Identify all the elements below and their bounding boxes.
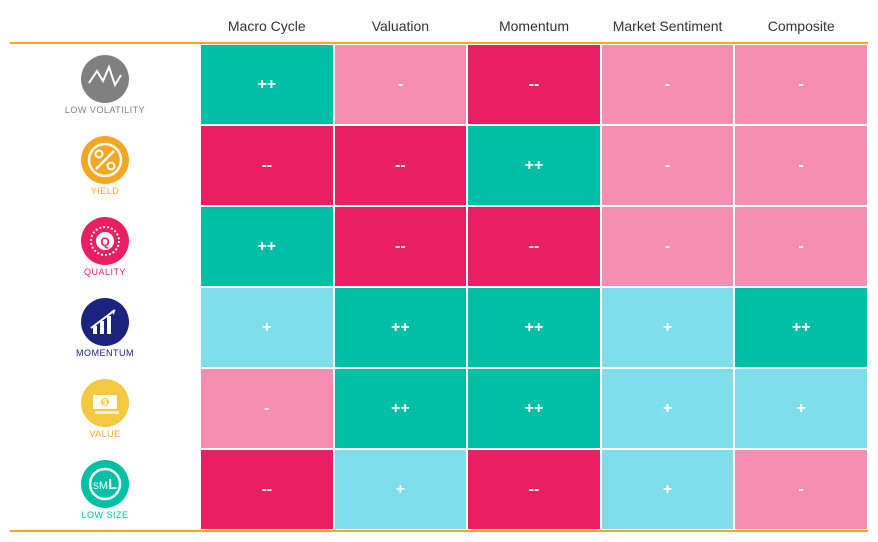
quality-icon: Q: [81, 217, 129, 265]
row-header-quality: Q QUALITY: [10, 206, 200, 287]
column-headers: Macro Cycle Valuation Momentum Market Se…: [10, 10, 868, 42]
row-header-yield: YIELD: [10, 125, 200, 206]
svg-text:Q: Q: [100, 235, 109, 249]
heatmap-cell: +: [200, 287, 334, 368]
heatmap-body: LOW VOLATILITY++-----YIELD----++--QQUALI…: [10, 42, 868, 532]
col-header-composite: Composite: [734, 10, 868, 42]
row-label: YIELD: [91, 186, 120, 196]
heatmap-cell: -: [601, 125, 735, 206]
row-label: QUALITY: [84, 267, 126, 277]
heatmap-cell: ++: [734, 287, 868, 368]
heatmap-cell: --: [334, 206, 468, 287]
heatmap-cell: -: [601, 206, 735, 287]
factor-heatmap: Macro Cycle Valuation Momentum Market Se…: [10, 10, 868, 532]
volatility-icon: [81, 55, 129, 103]
heatmap-cell: --: [200, 125, 334, 206]
row-header-low-size: SML LOW SIZE: [10, 449, 200, 530]
momentum-icon: [81, 298, 129, 346]
heatmap-cell: +: [734, 368, 868, 449]
heatmap-cell: ++: [334, 368, 468, 449]
col-header-macro-cycle: Macro Cycle: [200, 10, 334, 42]
row-label: VALUE: [89, 429, 120, 439]
size-icon: SML: [81, 460, 129, 508]
row-label: LOW VOLATILITY: [65, 105, 145, 115]
heatmap-cell: --: [467, 206, 601, 287]
heatmap-cell: -: [734, 125, 868, 206]
heatmap-cell: -: [734, 206, 868, 287]
percent-icon: [81, 136, 129, 184]
heatmap-cell: -: [734, 44, 868, 125]
heatmap-cell: +: [601, 368, 735, 449]
heatmap-cell: -: [601, 44, 735, 125]
heatmap-cell: ++: [467, 368, 601, 449]
value-icon: $: [81, 379, 129, 427]
row-label: LOW SIZE: [81, 510, 128, 520]
heatmap-cell: +: [601, 287, 735, 368]
heatmap-cell: +: [334, 449, 468, 530]
row-header-low-volatility: LOW VOLATILITY: [10, 44, 200, 125]
heatmap-cell: ++: [467, 125, 601, 206]
heatmap-cell: --: [467, 449, 601, 530]
heatmap-cell: --: [467, 44, 601, 125]
heatmap-cell: --: [334, 125, 468, 206]
row-header-value: $ VALUE: [10, 368, 200, 449]
heatmap-cell: ++: [200, 44, 334, 125]
col-header-market-sentiment: Market Sentiment: [601, 10, 735, 42]
col-header-momentum: Momentum: [467, 10, 601, 42]
heatmap-cell: ++: [334, 287, 468, 368]
heatmap-cell: ++: [200, 206, 334, 287]
heatmap-cell: -: [734, 449, 868, 530]
row-label: MOMENTUM: [76, 348, 134, 358]
header-spacer: [10, 10, 200, 42]
heatmap-cell: --: [200, 449, 334, 530]
col-header-valuation: Valuation: [334, 10, 468, 42]
heatmap-cell: -: [200, 368, 334, 449]
svg-text:$: $: [103, 398, 108, 407]
heatmap-cell: -: [334, 44, 468, 125]
row-header-momentum: MOMENTUM: [10, 287, 200, 368]
heatmap-cell: ++: [467, 287, 601, 368]
heatmap-cell: +: [601, 449, 735, 530]
